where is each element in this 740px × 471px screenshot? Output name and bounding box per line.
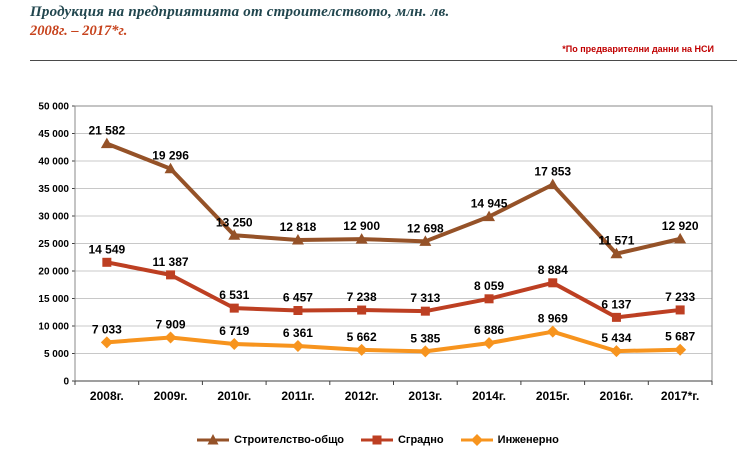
svg-text:5 434: 5 434 [601,331,631,345]
header-divider [30,60,737,61]
svg-text:21 582: 21 582 [88,124,125,138]
legend-label-civil: Инженерно [497,434,559,446]
svg-text:2012г.: 2012г. [345,389,379,403]
svg-text:7 033: 7 033 [92,322,122,336]
svg-text:8 969: 8 969 [538,312,568,326]
svg-text:7 313: 7 313 [410,291,440,305]
svg-text:2014г.: 2014г. [472,389,506,403]
svg-text:7 238: 7 238 [347,290,377,304]
legend-item-total: Строителство-общо [196,433,344,447]
chart-legend: Строителство-общо Сградно Инженерно [30,433,725,447]
svg-text:40 000: 40 000 [38,157,69,168]
svg-text:2008г.: 2008г. [90,389,124,403]
svg-text:5 385: 5 385 [410,331,440,345]
footnote: *По предварителни данни на НСИ [562,44,714,54]
svg-text:35 000: 35 000 [38,184,69,195]
legend-item-buildings: Сградно [360,433,444,447]
svg-text:14 945: 14 945 [471,197,508,211]
svg-text:12 698: 12 698 [407,221,444,235]
svg-text:12 920: 12 920 [662,219,699,233]
svg-text:6 719: 6 719 [219,324,249,338]
svg-text:8 059: 8 059 [474,279,504,293]
svg-text:11 571: 11 571 [598,234,634,248]
svg-text:20 000: 20 000 [38,267,69,278]
svg-text:6 137: 6 137 [601,297,631,311]
svg-text:2017*г.: 2017*г. [661,389,700,403]
svg-text:19 296: 19 296 [152,149,189,163]
svg-text:2009г.: 2009г. [154,389,188,403]
svg-text:17 853: 17 853 [534,165,571,179]
svg-text:5 662: 5 662 [347,330,377,344]
svg-text:2010г.: 2010г. [217,389,251,403]
legend-marker-buildings-icon [360,433,394,447]
svg-text:12 900: 12 900 [343,219,380,233]
svg-text:2013г.: 2013г. [408,389,442,403]
svg-text:14 549: 14 549 [88,242,125,256]
svg-text:13 250: 13 250 [216,215,253,229]
svg-text:10 000: 10 000 [38,322,69,333]
svg-text:2011г.: 2011г. [281,389,314,403]
legend-marker-civil-icon [460,433,494,447]
chart-title: Продукция на предприятията от строителст… [30,4,450,20]
svg-text:2016г.: 2016г. [600,389,634,403]
line-chart: 0 5 000 10 000 15 000 20 000 25 000 30 000 35 0… [30,88,725,463]
legend-marker-total-icon [196,433,230,447]
svg-text:30 000: 30 000 [38,212,69,223]
svg-text:8 884: 8 884 [538,263,568,277]
chart-subtitle: 2008г. – 2017*г. [30,23,128,39]
svg-text:2015г.: 2015г. [536,389,570,403]
svg-text:12 818: 12 818 [280,220,317,234]
svg-text:5 687: 5 687 [665,330,695,344]
svg-text:15 000: 15 000 [38,294,69,305]
svg-text:6 886: 6 886 [474,323,504,337]
svg-text:45 000: 45 000 [38,129,69,140]
svg-text:7 909: 7 909 [156,318,186,332]
legend-label-total: Строителство-общо [234,434,344,446]
legend-label-buildings: Сградно [397,434,444,446]
svg-text:6 457: 6 457 [283,291,313,305]
legend-item-civil: Инженерно [460,433,559,447]
svg-text:6 361: 6 361 [283,326,313,340]
svg-text:5 000: 5 000 [44,349,69,360]
chart-plot-area: 0 5 000 10 000 15 000 20 000 25 000 30 000 35 0… [38,102,713,403]
svg-text:11 387: 11 387 [153,255,189,269]
svg-text:0: 0 [63,377,69,388]
svg-text:50 000: 50 000 [38,102,69,113]
svg-text:7 233: 7 233 [665,290,695,304]
svg-text:6 531: 6 531 [219,288,249,302]
svg-text:25 000: 25 000 [38,239,69,250]
